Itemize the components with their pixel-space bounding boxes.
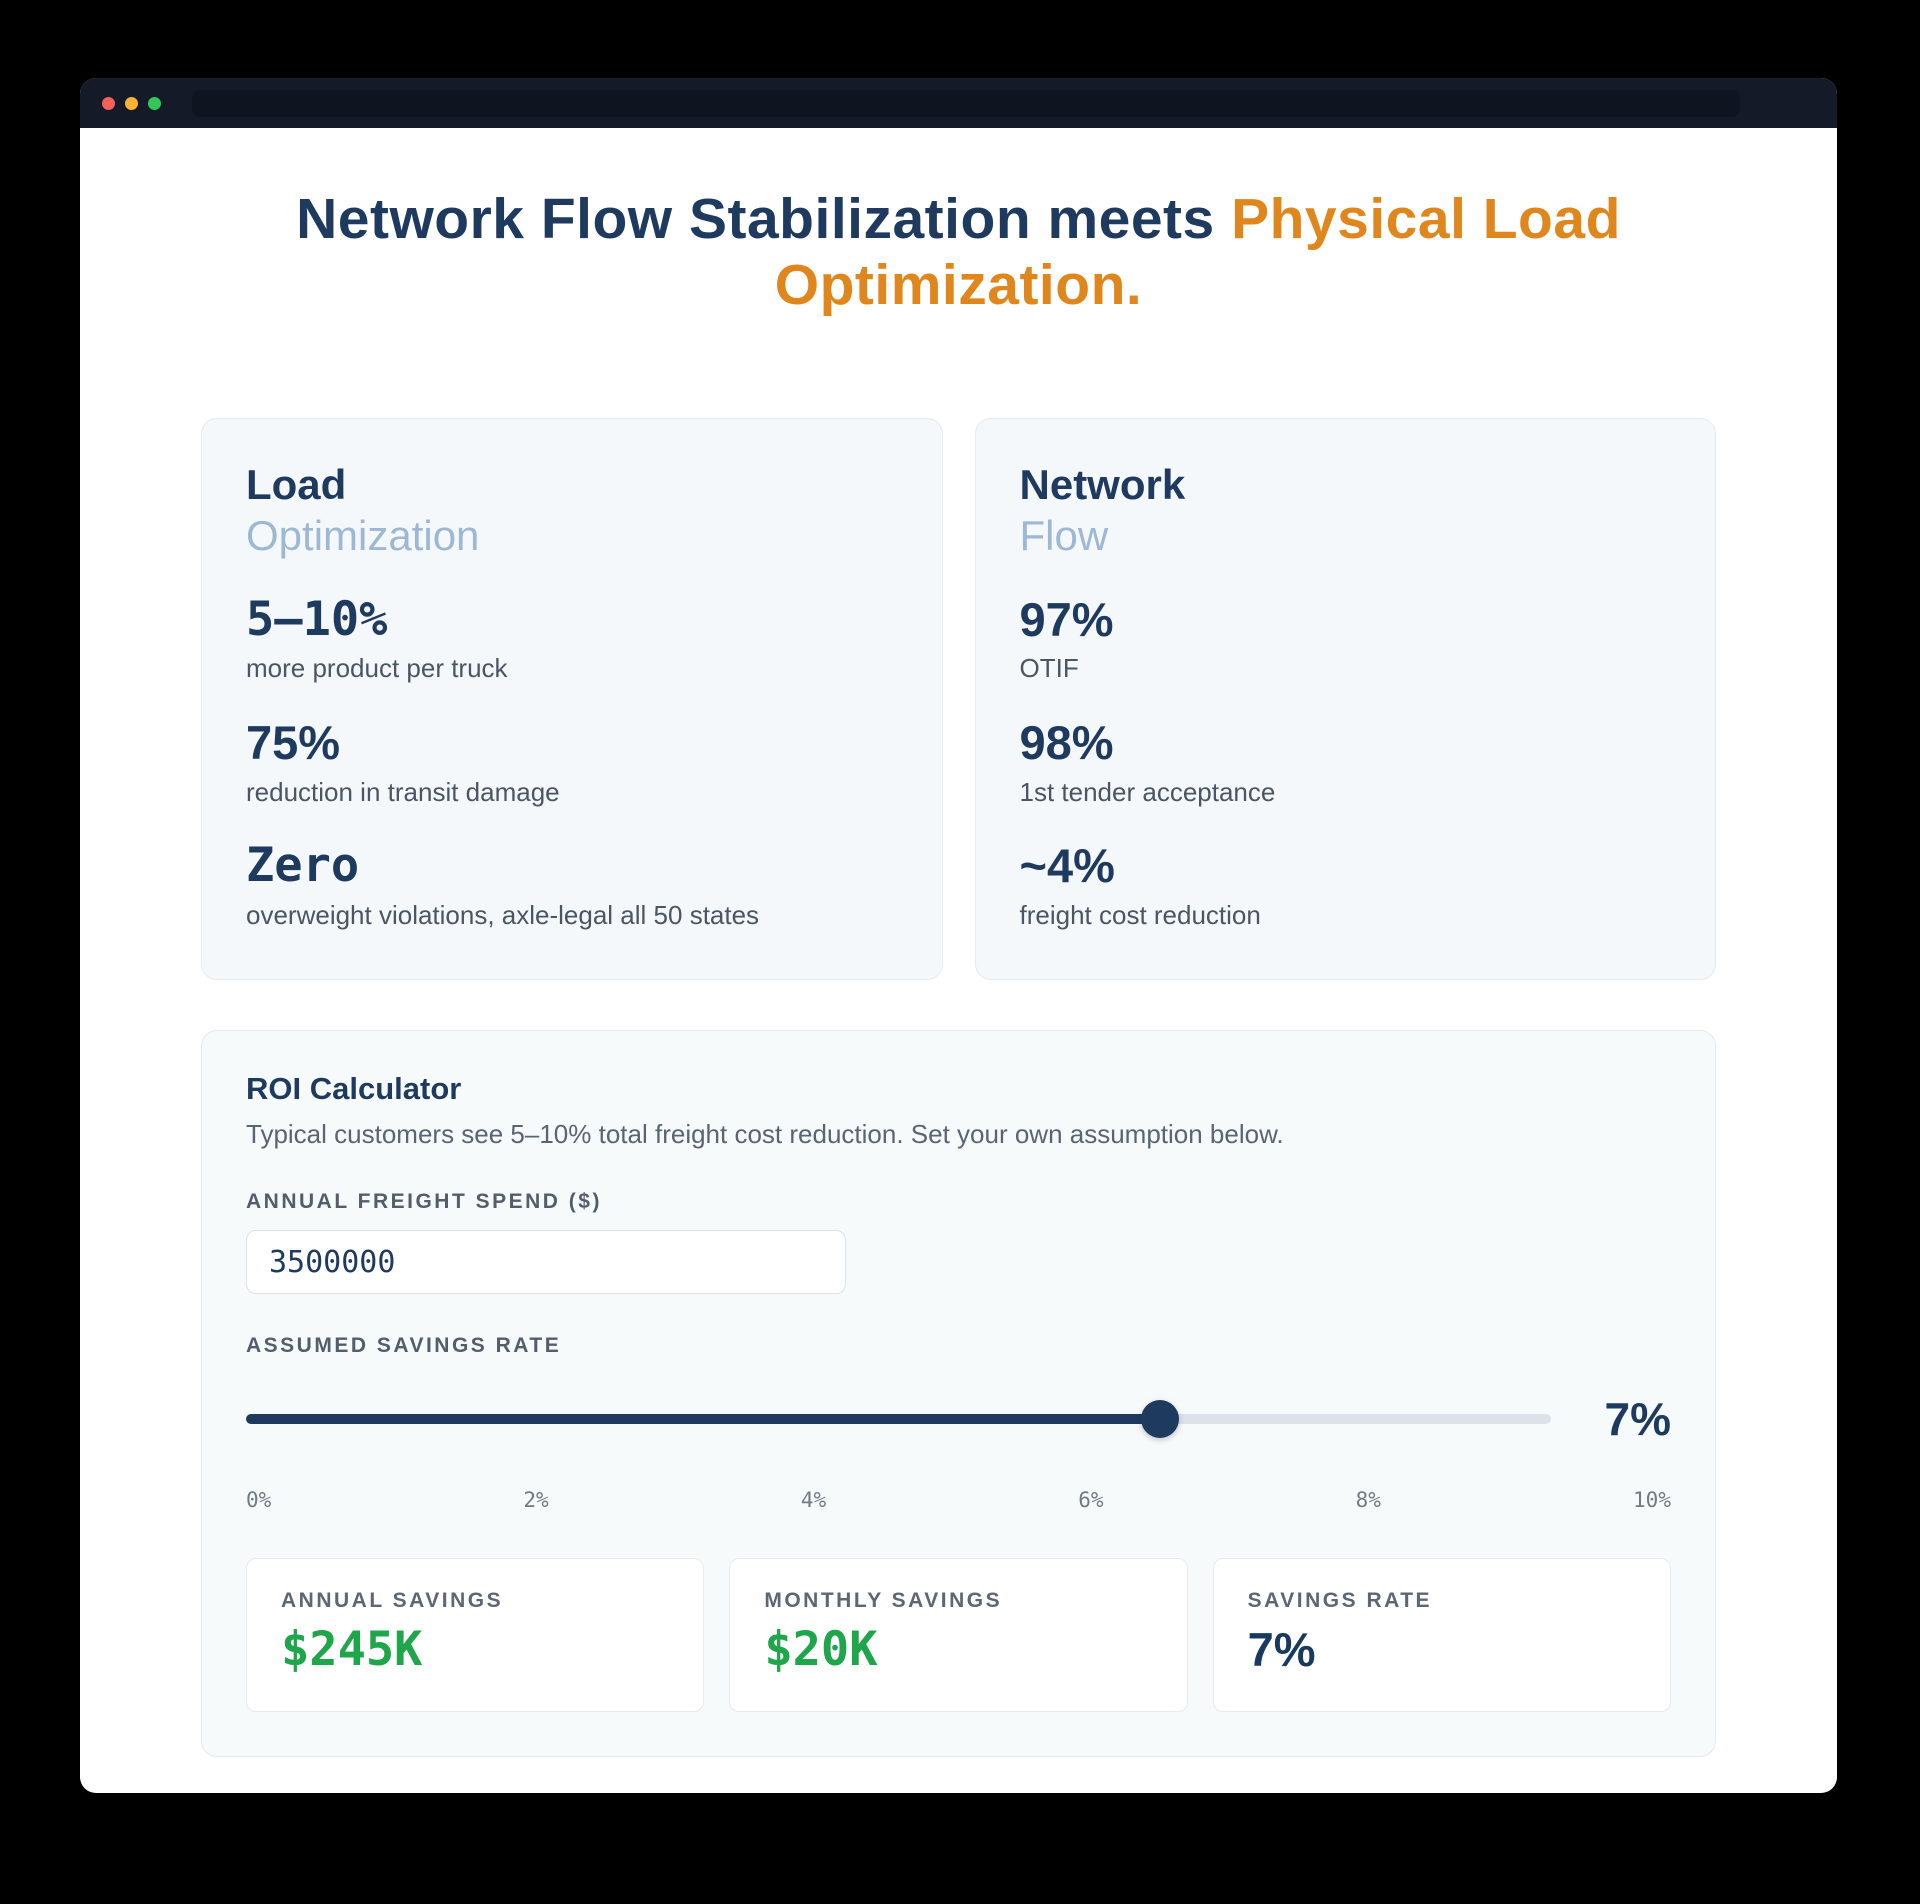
roi-calculator-description: Typical customers see 5–10% total freigh… [246, 1119, 1284, 1150]
minimize-window-button[interactable] [125, 96, 138, 110]
page-title-dark-part: Network Flow Stabilization meets [296, 187, 1232, 251]
browser-window: Network Flow Stabilization meets Physica… [80, 78, 1837, 1793]
stat-value: Zero [246, 838, 360, 894]
stat-block: 5–10% more product per truck [246, 591, 898, 685]
stat-block: ~4% freight cost reduction [1020, 840, 1672, 931]
tick-label-4: 4% [800, 1488, 827, 1513]
savings-rate-value-label: 7% [1604, 1393, 1671, 1446]
monthly-savings-value: $20K [764, 1622, 878, 1678]
stat-value: 98% [1019, 715, 1114, 769]
stat-value: ~4% [1019, 839, 1115, 893]
stat-caption: overweight violations, axle-legal all 50… [246, 899, 760, 930]
maximize-window-button[interactable] [148, 96, 161, 110]
assumed-savings-rate-label: ASSUMED SAVINGS RATE [246, 1334, 562, 1358]
roi-calculator-heading: ROI Calculator [246, 1071, 462, 1107]
monthly-savings-box: MONTHLY SAVINGS $20K [729, 1558, 1188, 1712]
stat-card-title: Load Optimization [246, 459, 898, 561]
savings-rate-slider-thumb[interactable] [1140, 1400, 1179, 1439]
roi-calculator-card: ROI Calculator Typical customers see 5–1… [201, 1030, 1716, 1757]
stat-card-title-bold: Network [1019, 461, 1186, 509]
stat-block: 97% OTIF [1019, 592, 1672, 685]
monthly-savings-label: MONTHLY SAVINGS [764, 1589, 1003, 1613]
stat-card-network-flow: Network Flow 97% OTIF 98% 1st tender acce… [974, 418, 1716, 981]
savings-rate-result-value: 7% [1247, 1623, 1316, 1677]
annual-savings-box: ANNUAL SAVINGS $245K [246, 1558, 705, 1712]
stat-caption: freight cost reduction [1019, 899, 1261, 930]
roi-results-row: ANNUAL SAVINGS $245K MONTHLY SAVINGS $20… [246, 1558, 1671, 1712]
traffic-lights [102, 96, 161, 110]
savings-rate-slider-fill [246, 1414, 1160, 1425]
stat-caption: reduction in transit damage [246, 776, 560, 807]
page-content: Network Flow Stabilization meets Physica… [80, 128, 1837, 1757]
savings-rate-slider-track[interactable] [246, 1400, 1551, 1439]
window-titlebar [80, 78, 1837, 128]
stat-card-title: Network Flow [1020, 459, 1672, 561]
stat-card-title-bold: Load [246, 461, 347, 509]
tick-label-10: 10% [1633, 1488, 1671, 1513]
url-bar [192, 89, 1740, 117]
annual-savings-label: ANNUAL SAVINGS [281, 1589, 504, 1613]
annual-freight-spend-label: ANNUAL FREIGHT SPEND ($) [246, 1190, 602, 1214]
stat-card-load-optimization: Load Optimization 5–10% more product per … [201, 418, 943, 981]
stat-card-title-light: Optimization [246, 512, 480, 560]
stat-block: 75% reduction in transit damage [246, 717, 898, 808]
stat-block: Zero overweight violations, axle-legal a… [246, 840, 898, 931]
savings-rate-slider-row: 7% [246, 1392, 1671, 1446]
stat-value: 5–10% [246, 591, 388, 647]
savings-rate-box: SAVINGS RATE 7% [1212, 1558, 1671, 1712]
page-title-orange-part: Physical Load Optimization. [774, 187, 1621, 318]
stat-caption: OTIF [1019, 653, 1079, 684]
close-window-button[interactable] [102, 96, 115, 110]
annual-savings-value: $245K [281, 1622, 423, 1678]
tick-label-2: 2% [523, 1488, 549, 1513]
stat-value: 75% [246, 715, 341, 769]
page-title: Network Flow Stabilization meets Physica… [249, 186, 1669, 318]
tick-label-8: 8% [1355, 1488, 1381, 1513]
tick-label-6: 6% [1078, 1488, 1104, 1513]
annual-freight-spend-input[interactable] [246, 1230, 846, 1295]
stat-card-title-light: Flow [1019, 512, 1109, 560]
stat-caption: more product per truck [246, 653, 508, 684]
slider-tick-labels: 0% 2% 4% 6% 8% 10% [246, 1488, 1671, 1512]
stat-value: 97% [1019, 592, 1114, 646]
stat-block: 98% 1st tender acceptance [1020, 717, 1672, 808]
tick-label-0: 0% [246, 1488, 272, 1513]
stat-cards-row: Load Optimization 5–10% more product per … [201, 418, 1716, 981]
savings-rate-label: SAVINGS RATE [1247, 1589, 1433, 1613]
stat-caption: 1st tender acceptance [1019, 776, 1276, 807]
